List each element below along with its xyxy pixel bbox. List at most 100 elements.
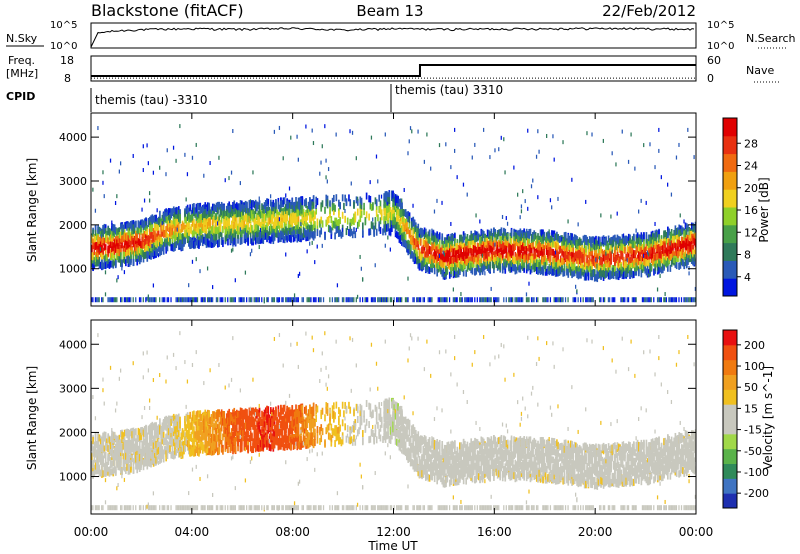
- power-near-range: [412, 297, 414, 303]
- power-speck: [506, 236, 509, 241]
- power-speck: [535, 154, 538, 159]
- power-cell: [421, 262, 423, 270]
- power-speck: [325, 175, 327, 180]
- power-cell: [392, 217, 394, 225]
- power-near-range: [378, 297, 380, 303]
- power-near-range: [188, 297, 190, 303]
- power-cell: [191, 207, 194, 215]
- power-cell: [542, 234, 544, 242]
- power-cell: [275, 199, 277, 207]
- power-cell: [96, 241, 98, 249]
- power-cell: [252, 200, 254, 208]
- power-cell: [238, 210, 241, 218]
- power-cell: [239, 237, 242, 245]
- power-cell: [109, 234, 112, 242]
- power-cell: [404, 218, 407, 226]
- power-cell: [97, 246, 99, 254]
- power-cell: [165, 238, 168, 246]
- power-cell: [106, 254, 108, 262]
- power-speck: [199, 269, 201, 274]
- power-cell: [556, 243, 558, 251]
- power-speck: [481, 253, 483, 258]
- power-cell: [436, 238, 439, 246]
- power-cell: [582, 268, 585, 276]
- power-speck: [484, 271, 486, 276]
- power-cell: [251, 210, 253, 218]
- power-cell: [298, 208, 301, 216]
- power-cell: [426, 250, 428, 258]
- power-cell: [459, 234, 461, 242]
- power-cell: [159, 210, 161, 218]
- power-cell: [401, 208, 403, 216]
- power-near-range: [285, 297, 287, 303]
- power-cell: [534, 250, 537, 258]
- power-cell: [258, 217, 261, 225]
- power-cell: [307, 208, 310, 216]
- power-cell: [267, 198, 270, 206]
- power-cell: [142, 255, 145, 263]
- power-cell: [432, 243, 435, 251]
- power-cell: [606, 251, 609, 259]
- power-cell: [568, 255, 571, 263]
- power-cell: [104, 254, 107, 262]
- power-speck: [273, 129, 276, 134]
- power-cell: [488, 265, 490, 273]
- power-cell: [254, 217, 257, 225]
- power-cell: [513, 244, 515, 252]
- power-cell: [368, 213, 370, 221]
- power-cell: [423, 250, 426, 258]
- power-cell: [208, 218, 210, 226]
- power-cell: [234, 221, 237, 229]
- power-cell: [147, 219, 150, 227]
- power-cell: [408, 221, 411, 229]
- power-cell: [490, 238, 493, 246]
- power-cell: [316, 222, 319, 230]
- power-cell: [247, 215, 249, 223]
- power-cell: [373, 229, 375, 237]
- power-cell: [465, 269, 468, 277]
- power-cell: [494, 232, 496, 240]
- power-cell: [566, 263, 568, 271]
- power-cell: [387, 192, 389, 200]
- power-cell: [142, 227, 145, 235]
- power-cell: [425, 265, 427, 273]
- power-cell: [477, 254, 480, 262]
- power-cell: [540, 267, 543, 275]
- power-cell: [506, 258, 509, 266]
- power-cell: [546, 240, 548, 248]
- power-cell: [350, 228, 353, 236]
- power-cell: [228, 226, 231, 234]
- power-cell: [263, 213, 266, 221]
- power-cell: [578, 237, 581, 245]
- power-speck: [195, 142, 197, 147]
- power-cell: [119, 222, 122, 230]
- power-speck: [239, 227, 241, 232]
- power-cell: [441, 269, 444, 277]
- power-near-range: [246, 297, 248, 303]
- power-speck: [217, 221, 219, 226]
- power-near-range: [166, 297, 168, 303]
- power-cell: [334, 204, 336, 212]
- power-speck: [159, 242, 161, 247]
- power-near-range: [464, 297, 466, 303]
- power-cell: [235, 220, 238, 228]
- power-cell: [522, 263, 524, 271]
- power-speck: [165, 172, 167, 177]
- power-cell: [119, 258, 122, 266]
- nave-label: Nave: [746, 64, 774, 77]
- power-near-range: [398, 297, 400, 303]
- power-cell: [223, 222, 226, 230]
- power-cell: [171, 227, 174, 235]
- power-cell: [228, 205, 231, 213]
- power-cell: [356, 221, 359, 229]
- power-cell: [176, 213, 179, 221]
- power-cell: [416, 238, 418, 246]
- power-near-range: [481, 297, 483, 303]
- power-cell: [572, 257, 575, 265]
- power-cell: [305, 216, 307, 224]
- power-cell: [411, 236, 413, 244]
- power-cell: [384, 201, 387, 209]
- power-cell: [215, 212, 218, 220]
- power-cell: [307, 201, 310, 209]
- power-cell: [383, 225, 386, 233]
